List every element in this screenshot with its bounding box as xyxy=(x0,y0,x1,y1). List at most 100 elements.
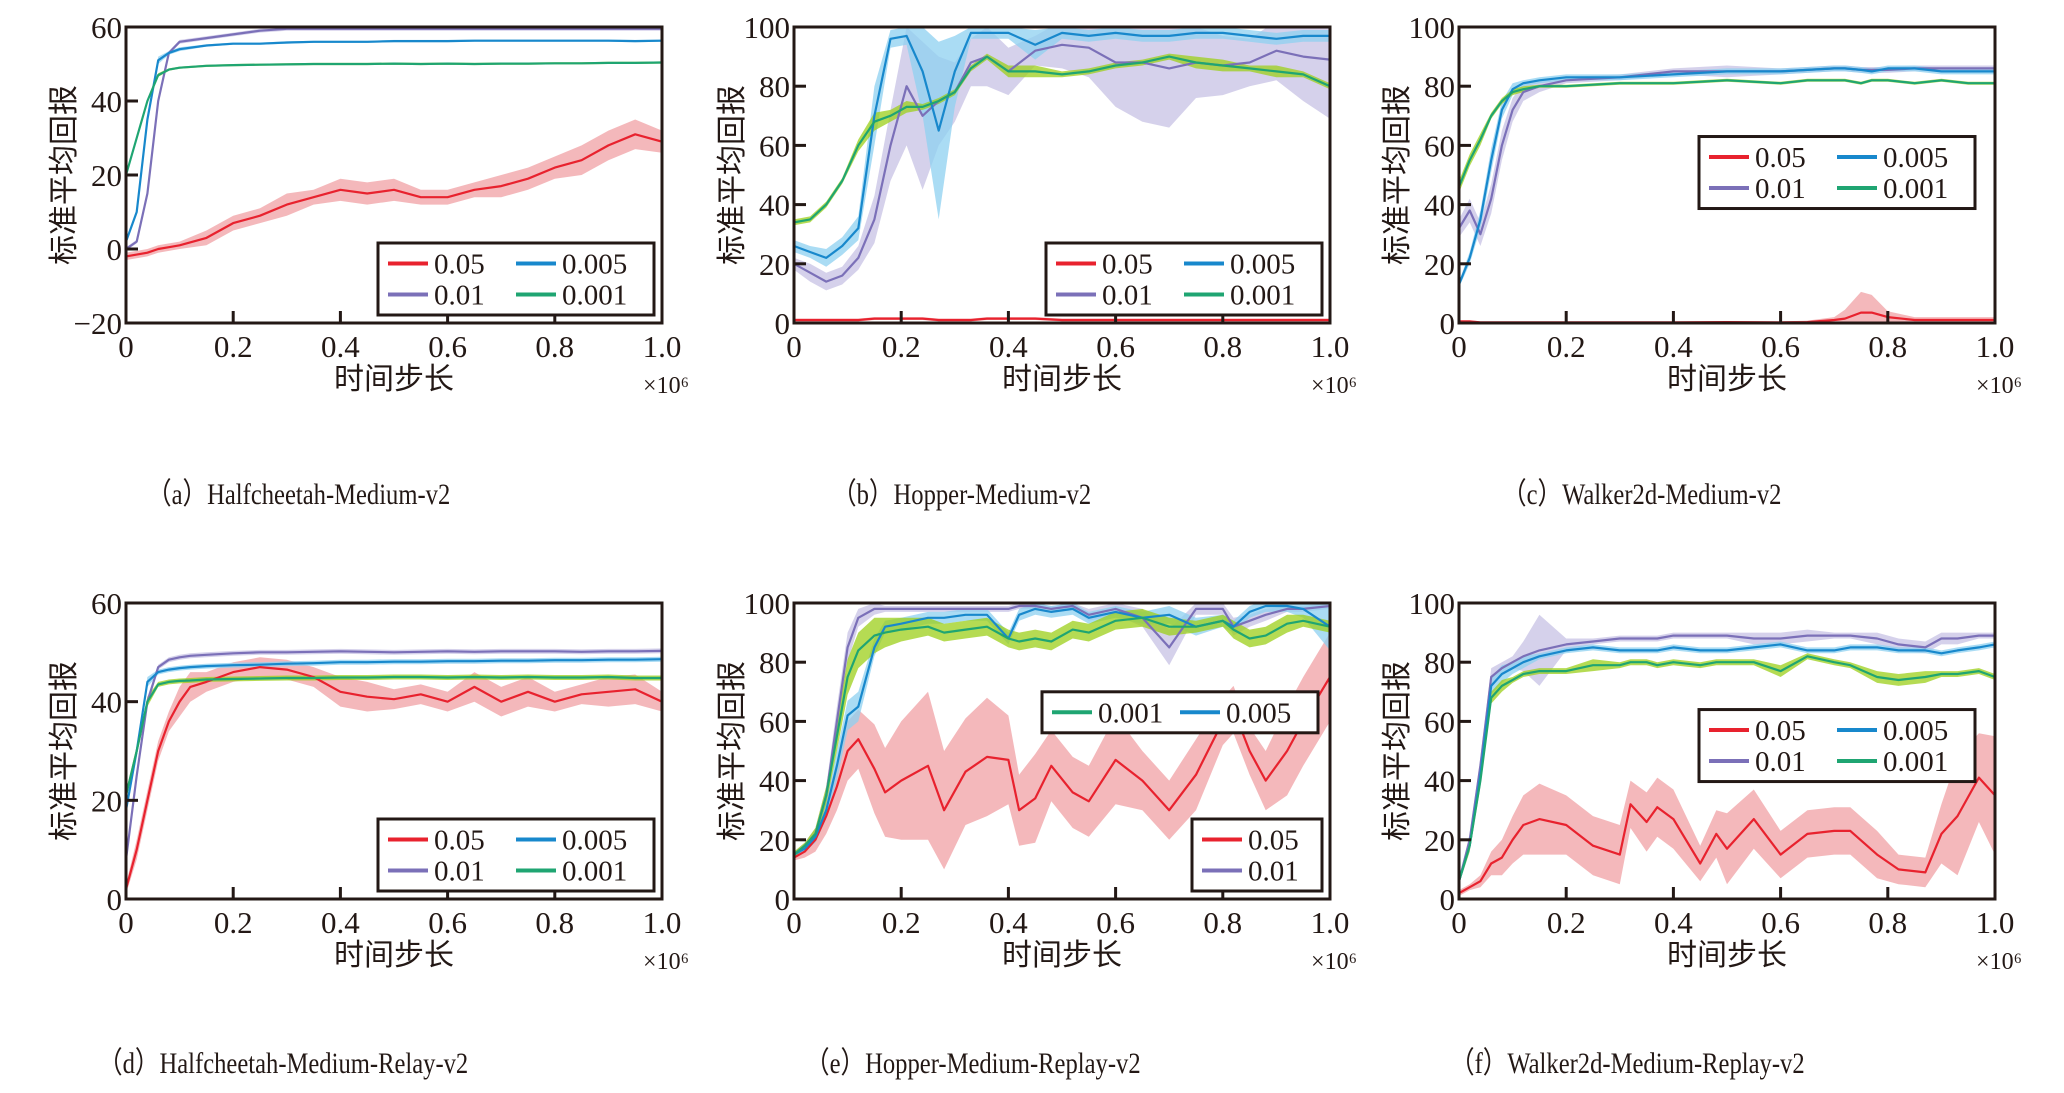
y-tick-label: 40 xyxy=(759,188,790,223)
band-0.005 xyxy=(1459,641,1995,885)
y-tick-label: 40 xyxy=(91,685,122,720)
line-0.01 xyxy=(126,27,662,250)
legend-label-0.01: 0.01 xyxy=(434,856,485,888)
legend-box xyxy=(376,241,656,317)
legend-label-0.01: 0.01 xyxy=(1755,746,1806,778)
legend-box xyxy=(1190,817,1324,893)
legend-box xyxy=(376,817,656,893)
y-tick-label: 100 xyxy=(1409,586,1456,621)
line-0.005 xyxy=(1459,643,1995,882)
x-axis-label: 时间步长 xyxy=(334,938,454,973)
legend-label-0.01: 0.01 xyxy=(1248,856,1299,888)
legend: 0.05 0.005 0.01 0.001 xyxy=(1697,135,1977,211)
legend-label-0.005: 0.005 xyxy=(562,249,627,281)
legend-label-0.005: 0.005 xyxy=(1883,715,1948,747)
legend: 0.05 0.005 0.01 0.001 xyxy=(1697,708,1977,784)
line-0.005 xyxy=(794,604,1330,856)
legend-label-0.001: 0.001 xyxy=(562,856,627,888)
x-axis-label: 时间步长 xyxy=(1002,362,1122,397)
band-0.05 xyxy=(1459,291,1995,323)
band-0.05 xyxy=(1459,733,1995,896)
band-0.05 xyxy=(794,632,1330,870)
y-tick-label: 0 xyxy=(775,882,791,917)
x-tick-label: 0.8 xyxy=(535,329,574,364)
x-tick-label: 0.8 xyxy=(1203,329,1242,364)
legend-box xyxy=(1044,241,1324,317)
x-tick-label: 0.6 xyxy=(1761,329,1800,364)
x-tick-label: 0 xyxy=(118,905,134,940)
y-tick-label: 20 xyxy=(1424,823,1455,858)
legend-label-0.05: 0.05 xyxy=(1248,825,1299,857)
legend-label-0.005: 0.005 xyxy=(1230,249,1295,281)
x-tick-label: 0 xyxy=(1451,329,1467,364)
x-tick-label: 0.4 xyxy=(1654,905,1693,940)
caption-b: （b）Hopper-Medium-v2 xyxy=(832,478,1092,511)
x-tick-label: 1.0 xyxy=(1311,905,1350,940)
legend: 0.001 0.005 xyxy=(1040,690,1320,735)
x-tick-label: 0.6 xyxy=(1761,905,1800,940)
x-tick-label: 0.2 xyxy=(1547,905,1586,940)
x-tick-label: 0.2 xyxy=(882,905,921,940)
x-tick-label: 1.0 xyxy=(1976,329,2015,364)
y-tick-label: 40 xyxy=(1424,764,1455,799)
x-multiplier: ×10⁶ xyxy=(1311,373,1357,399)
x-tick-label: 0.6 xyxy=(1096,329,1135,364)
line-0.001 xyxy=(126,61,662,176)
legend-box xyxy=(1697,708,1977,784)
legend-label-0.001: 0.001 xyxy=(562,280,627,312)
line-0.05 xyxy=(1459,776,1995,895)
legend-label-0.001: 0.001 xyxy=(1230,280,1295,312)
y-tick-label: 0 xyxy=(1440,306,1456,341)
plot-area xyxy=(794,27,1330,322)
x-tick-label: 0.2 xyxy=(214,905,253,940)
caption-f: （f）Walker2d-Medium-Replay-v2 xyxy=(1450,1047,1805,1080)
y-axis-label: 标准平均回报 xyxy=(715,85,750,265)
x-tick-label: 0.6 xyxy=(428,905,467,940)
y-tick-label: 20 xyxy=(759,247,790,282)
axes-frame xyxy=(792,25,1332,325)
legend-label-0.005: 0.005 xyxy=(562,825,627,857)
y-axis-label: 标准平均回报 xyxy=(715,661,750,841)
legend-label-0.01: 0.01 xyxy=(1755,173,1806,205)
legend-box xyxy=(1697,135,1977,211)
x-tick-label: 0.2 xyxy=(214,329,253,364)
legend-label-0.005: 0.005 xyxy=(1883,142,1948,174)
x-tick-label: 0 xyxy=(1451,905,1467,940)
y-tick-label: 100 xyxy=(744,586,791,621)
legend: 0.05 0.005 0.01 0.001 xyxy=(376,817,656,893)
x-tick-label: 0.2 xyxy=(1547,329,1586,364)
y-axis-label: 标准平均回报 xyxy=(47,85,82,265)
x-tick-label: 0.8 xyxy=(1868,905,1907,940)
x-multiplier: ×10⁶ xyxy=(1976,373,2022,399)
y-tick-label: 60 xyxy=(759,704,790,739)
line-0.01 xyxy=(126,649,662,860)
y-tick-label: −20 xyxy=(74,306,122,341)
y-tick-label: 20 xyxy=(91,783,122,818)
y-tick-label: 100 xyxy=(744,10,791,45)
x-tick-label: 0 xyxy=(786,329,802,364)
axes-frame xyxy=(124,601,664,901)
band-0.001 xyxy=(1459,653,1995,885)
y-tick-label: 100 xyxy=(1409,10,1456,45)
axes-frame xyxy=(1457,601,1997,901)
x-tick-label: 1.0 xyxy=(643,329,682,364)
line-0.001 xyxy=(1459,655,1995,882)
x-tick-label: 0.6 xyxy=(428,329,467,364)
line-0.005 xyxy=(126,39,662,242)
caption-d: （d）Halfcheetah-Medium-Relay-v2 xyxy=(98,1047,469,1080)
legend: 0.050.01 xyxy=(1190,817,1324,893)
plot-area xyxy=(126,27,662,261)
caption-a: （a）Halfcheetah-Medium-v2 xyxy=(147,478,451,511)
x-axis-label: 时间步长 xyxy=(1667,938,1787,973)
x-axis-label: 时间步长 xyxy=(1002,938,1122,973)
plot-area xyxy=(1459,614,1995,896)
band-0.005 xyxy=(794,27,1330,267)
x-tick-label: 0.4 xyxy=(321,329,360,364)
x-axis-label: 时间步长 xyxy=(334,362,454,397)
legend-label-0.05: 0.05 xyxy=(1102,249,1153,281)
legend-label-0.05: 0.05 xyxy=(434,249,485,281)
